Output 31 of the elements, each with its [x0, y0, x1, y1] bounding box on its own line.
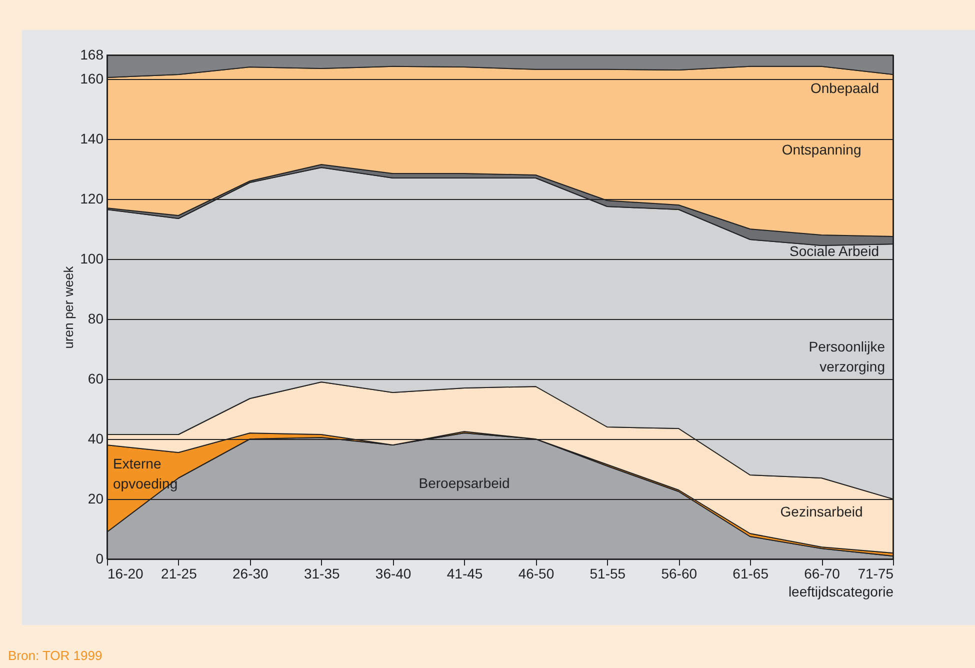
y-tick-label: 20 — [88, 490, 104, 506]
x-tick-label: 36-40 — [375, 566, 412, 582]
x-tick-label: 66-70 — [804, 566, 840, 582]
x-tick-label: 26-30 — [232, 566, 269, 582]
x-tick-label: 71-75 — [858, 566, 894, 582]
y-tick-label: 120 — [80, 190, 104, 206]
series-label: Beroepsarbeid — [418, 475, 510, 491]
series-label: Onbepaald — [810, 80, 879, 96]
y-tick-label: 60 — [88, 370, 104, 386]
x-tick-label: 21-25 — [161, 566, 198, 582]
x-tick-label: 51-55 — [590, 566, 626, 582]
y-axis-title: uren per week — [61, 266, 76, 349]
y-tick-label: 168 — [80, 46, 104, 62]
x-tick-label: 16-20 — [108, 566, 144, 582]
y-tick-label: 140 — [80, 130, 104, 146]
y-tick-label: 80 — [88, 310, 104, 326]
x-tick-label: 56-60 — [661, 566, 698, 582]
series-label: Sociale Arbeid — [789, 243, 879, 259]
x-tick-label: 41-45 — [446, 566, 483, 582]
y-tick-label: 40 — [88, 430, 104, 446]
series-label: Gezinsarbeid — [780, 504, 863, 520]
x-tick-label: 61-65 — [732, 566, 769, 582]
text: Bron: TOR 1999 — [8, 648, 102, 663]
y-tick-label: 100 — [80, 250, 104, 266]
y-tick-label: 0 — [96, 550, 104, 566]
x-axis-title: leeftijdscategorie — [788, 584, 894, 600]
x-tick-label: 31-35 — [304, 566, 340, 582]
series-label: Ontspanning — [782, 142, 862, 158]
y-tick-label: 160 — [80, 70, 104, 86]
series-label: Persoonlijke verzorging — [808, 338, 886, 374]
x-tick-label: 46-50 — [518, 566, 554, 582]
